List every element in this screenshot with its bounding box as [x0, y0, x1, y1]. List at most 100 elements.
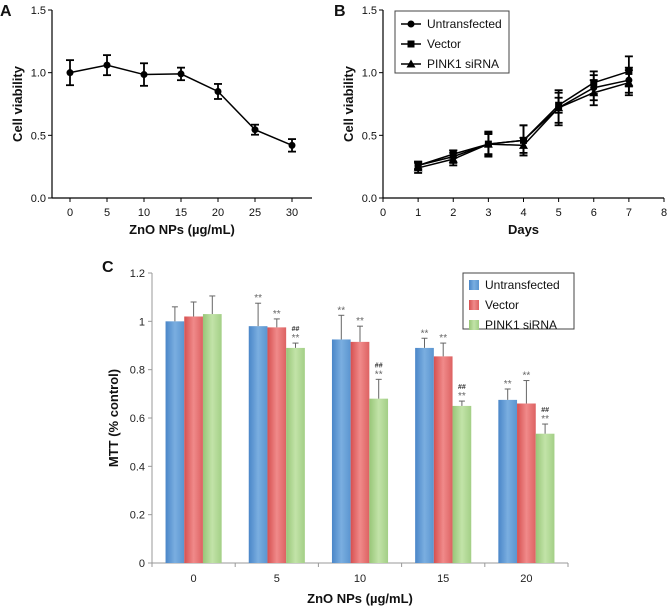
y-tick-label: 1.5 [362, 5, 377, 17]
significance-label: ** [254, 293, 262, 304]
x-tick-label: 3 [485, 207, 491, 219]
x-tick-label: 0 [191, 573, 197, 585]
x-tick-label: 0 [67, 207, 73, 219]
bar [331, 339, 351, 563]
y-axis-title: MTT (% control) [106, 369, 121, 467]
bar [498, 399, 518, 563]
y-tick-label: 0.4 [130, 461, 145, 473]
significance-label-hash: ## [292, 326, 300, 333]
bar [184, 316, 203, 563]
bar [415, 347, 434, 563]
y-tick-label: 1 [139, 316, 145, 328]
y-tick-label: 0.2 [130, 510, 145, 522]
panel-label-b: B [334, 3, 346, 20]
y-tick-label: 0.0 [362, 193, 377, 205]
x-tick-label: 7 [626, 207, 632, 219]
y-tick-label: 0.5 [362, 130, 377, 142]
legend-box [462, 272, 575, 330]
legend-label: PINK1 siRNA [485, 318, 557, 332]
x-axis-title: ZnO NPs (µg/mL) [307, 591, 413, 606]
data-point [413, 163, 423, 172]
significance-label: ** [273, 309, 281, 320]
data-point [214, 87, 222, 95]
bar [517, 403, 536, 563]
x-axis-title: Days [508, 222, 539, 237]
data-point [66, 69, 74, 77]
legend-label: Vector [427, 37, 461, 51]
legend-label: Untransfected [427, 17, 502, 31]
significance-label: ** [523, 371, 531, 382]
x-tick-label: 5 [104, 207, 110, 219]
significance-label: ** [458, 391, 466, 402]
bar [433, 356, 453, 563]
legend-marker [407, 20, 415, 28]
panel-a: 0.0 0.5 1.0 1.5 0 5 10 15 20 25 30 ZnO NPs (µg/mL) C… [10, 5, 312, 237]
significance-label: ** [439, 333, 447, 344]
x-tick-label: 6 [591, 207, 597, 219]
data-point [288, 141, 296, 149]
significance-label-hash: ## [541, 407, 549, 414]
data-point [103, 61, 111, 69]
significance-label: ** [337, 305, 345, 316]
x-axis-title: ZnO NPs (µg/mL) [129, 222, 235, 237]
data-point [177, 70, 185, 78]
x-tick-label: 20 [520, 573, 532, 585]
panel-label-c: C [102, 259, 114, 276]
y-tick-label: 1.0 [31, 68, 46, 80]
data-point [448, 154, 458, 163]
legend-swatch [469, 300, 479, 310]
legend-label: Untransfected [485, 278, 560, 292]
x-tick-label: 2 [450, 207, 456, 219]
legend-swatch [469, 320, 479, 330]
bar [248, 326, 268, 563]
data-point [519, 140, 528, 149]
significance-label: ** [356, 316, 364, 327]
y-tick-label: 0.8 [130, 365, 145, 377]
data-point [483, 139, 493, 148]
data-point [554, 103, 564, 112]
y-tick-label: 1.2 [130, 268, 145, 280]
significance-label: ** [504, 379, 512, 390]
significance-label: ** [292, 333, 300, 344]
y-tick-label: 1.5 [31, 5, 46, 17]
x-tick-label: 25 [249, 207, 261, 219]
bar [369, 398, 389, 563]
x-tick-label: 5 [274, 573, 280, 585]
bar [267, 327, 287, 563]
y-axis-title: Cell viability [341, 65, 356, 142]
data-point [251, 126, 259, 134]
y-tick-label: 0 [139, 558, 145, 570]
significance-label: ** [375, 369, 383, 380]
significance-label: ** [541, 414, 549, 425]
bar [350, 341, 370, 563]
x-tick-label: 10 [354, 573, 366, 585]
legend-marker [407, 40, 415, 48]
x-tick-label: 30 [286, 207, 298, 219]
y-axis-title: Cell viability [10, 65, 25, 142]
panel-c: 00.20.40.60.811.20 5******##10******##15*… [106, 268, 575, 606]
x-tick-label: 8 [661, 207, 667, 219]
legend-swatch [469, 280, 479, 290]
x-tick-label: 0 [380, 207, 386, 219]
y-tick-label: 0.0 [31, 193, 46, 205]
panel-label-a: A [0, 3, 12, 20]
legend-label: Vector [485, 298, 519, 312]
y-tick-label: 0.6 [130, 413, 145, 425]
panel-b: 0.0 0.5 1.0 1.5 0 1 2 3 4 5 6 7 8 Days Cell viability U… [341, 5, 667, 237]
legend-marker [406, 59, 416, 68]
significance-label-hash: ## [458, 384, 466, 391]
bar [165, 321, 185, 563]
x-tick-label: 5 [556, 207, 562, 219]
x-tick-label: 10 [138, 207, 150, 219]
bar [286, 347, 305, 563]
data-point [624, 78, 634, 87]
data-point [589, 88, 599, 97]
x-tick-label: 15 [175, 207, 187, 219]
bar [202, 314, 222, 563]
x-tick-label: 1 [415, 207, 421, 219]
x-tick-label: 15 [437, 573, 449, 585]
significance-label: ** [421, 328, 429, 339]
bar [535, 433, 555, 563]
x-tick-label: 20 [212, 207, 224, 219]
